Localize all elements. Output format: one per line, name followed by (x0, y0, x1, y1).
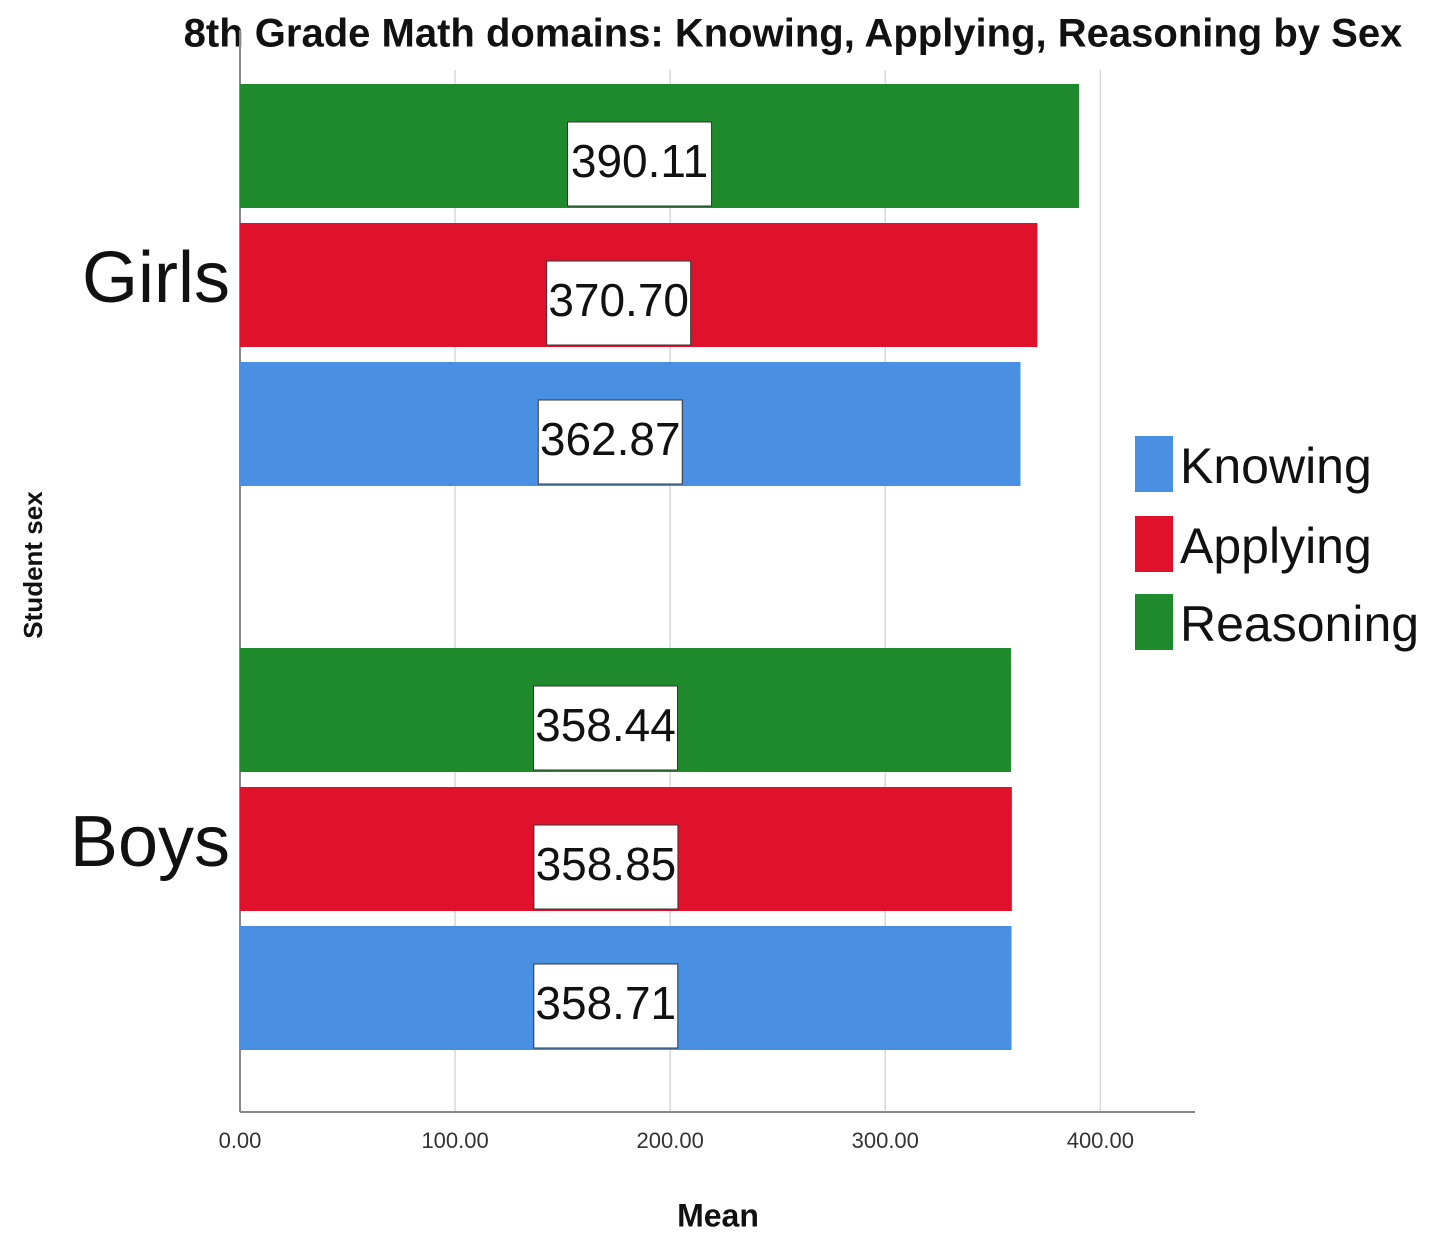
data-label: 390.11 (571, 135, 708, 187)
x-tick-label: 200.00 (637, 1128, 704, 1153)
data-label-box (533, 824, 679, 910)
legend-label: Knowing (1180, 438, 1372, 494)
data-label: 358.71 (535, 977, 676, 1029)
legend-label: Reasoning (1180, 596, 1419, 652)
chart-title: 8th Grade Math domains: Knowing, Applyin… (184, 12, 1403, 56)
data-label-box (567, 121, 713, 207)
data-label: 370.70 (548, 274, 689, 326)
legend-swatch (1135, 436, 1173, 492)
legend-label: Applying (1180, 518, 1372, 574)
data-label-box (537, 399, 683, 485)
y-tick-label: Boys (70, 802, 230, 882)
x-axis-title: Mean (677, 1197, 759, 1233)
data-label: 358.85 (536, 838, 677, 890)
data-label-box (533, 963, 679, 1049)
x-tick-label: 0.00 (219, 1128, 262, 1153)
data-label-box (546, 260, 692, 346)
x-tick-label: 100.00 (421, 1128, 488, 1153)
data-label-box (532, 685, 678, 771)
legend-swatch (1135, 594, 1173, 650)
legend-swatch (1135, 516, 1173, 572)
y-tick-label: Girls (82, 238, 230, 318)
x-tick-label: 300.00 (852, 1128, 919, 1153)
data-label: 362.87 (540, 413, 681, 465)
data-label: 358.44 (535, 699, 676, 751)
y-axis-title: Student sex (18, 491, 48, 639)
x-tick-label: 400.00 (1067, 1128, 1134, 1153)
